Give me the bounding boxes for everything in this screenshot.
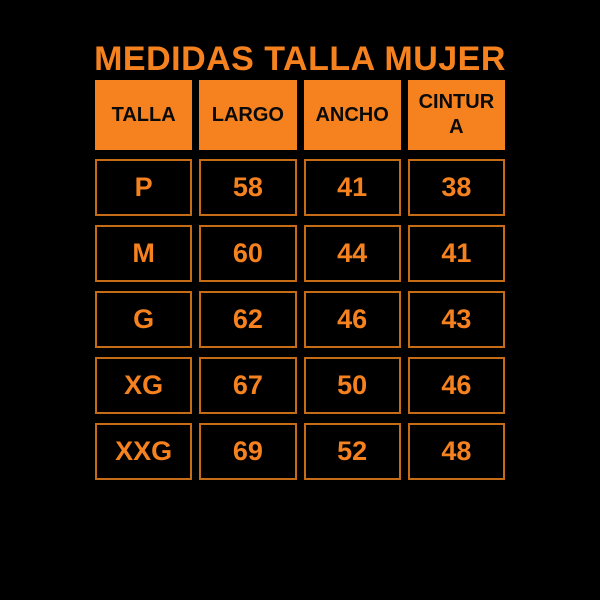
size-label-cell: G bbox=[95, 291, 193, 348]
largo-value-cell: 69 bbox=[199, 423, 297, 480]
size-label-cell: XXG bbox=[95, 423, 193, 480]
cintura-value-cell: 38 bbox=[407, 159, 505, 216]
ancho-value-cell: 50 bbox=[303, 357, 401, 414]
cintura-value-cell: 48 bbox=[407, 423, 505, 480]
ancho-value-cell: 46 bbox=[303, 291, 401, 348]
size-table: TALLA LARGO ANCHO CINTURA P 58 41 38 M 6… bbox=[95, 80, 505, 480]
cintura-value-cell: 46 bbox=[407, 357, 505, 414]
column-header-cintura: CINTURA bbox=[407, 80, 505, 150]
size-label-cell: M bbox=[95, 225, 193, 282]
largo-value-cell: 60 bbox=[199, 225, 297, 282]
page-title: MEDIDAS TALLA MUJER bbox=[94, 40, 506, 78]
largo-value-cell: 62 bbox=[199, 291, 297, 348]
ancho-value-cell: 41 bbox=[303, 159, 401, 216]
ancho-value-cell: 44 bbox=[303, 225, 401, 282]
ancho-value-cell: 52 bbox=[303, 423, 401, 480]
size-label-cell: P bbox=[95, 159, 193, 216]
column-header-talla: TALLA bbox=[95, 80, 193, 150]
cintura-value-cell: 41 bbox=[407, 225, 505, 282]
largo-value-cell: 58 bbox=[199, 159, 297, 216]
size-label-cell: XG bbox=[95, 357, 193, 414]
column-header-ancho: ANCHO bbox=[303, 80, 401, 150]
column-header-largo: LARGO bbox=[199, 80, 297, 150]
largo-value-cell: 67 bbox=[199, 357, 297, 414]
cintura-value-cell: 43 bbox=[407, 291, 505, 348]
